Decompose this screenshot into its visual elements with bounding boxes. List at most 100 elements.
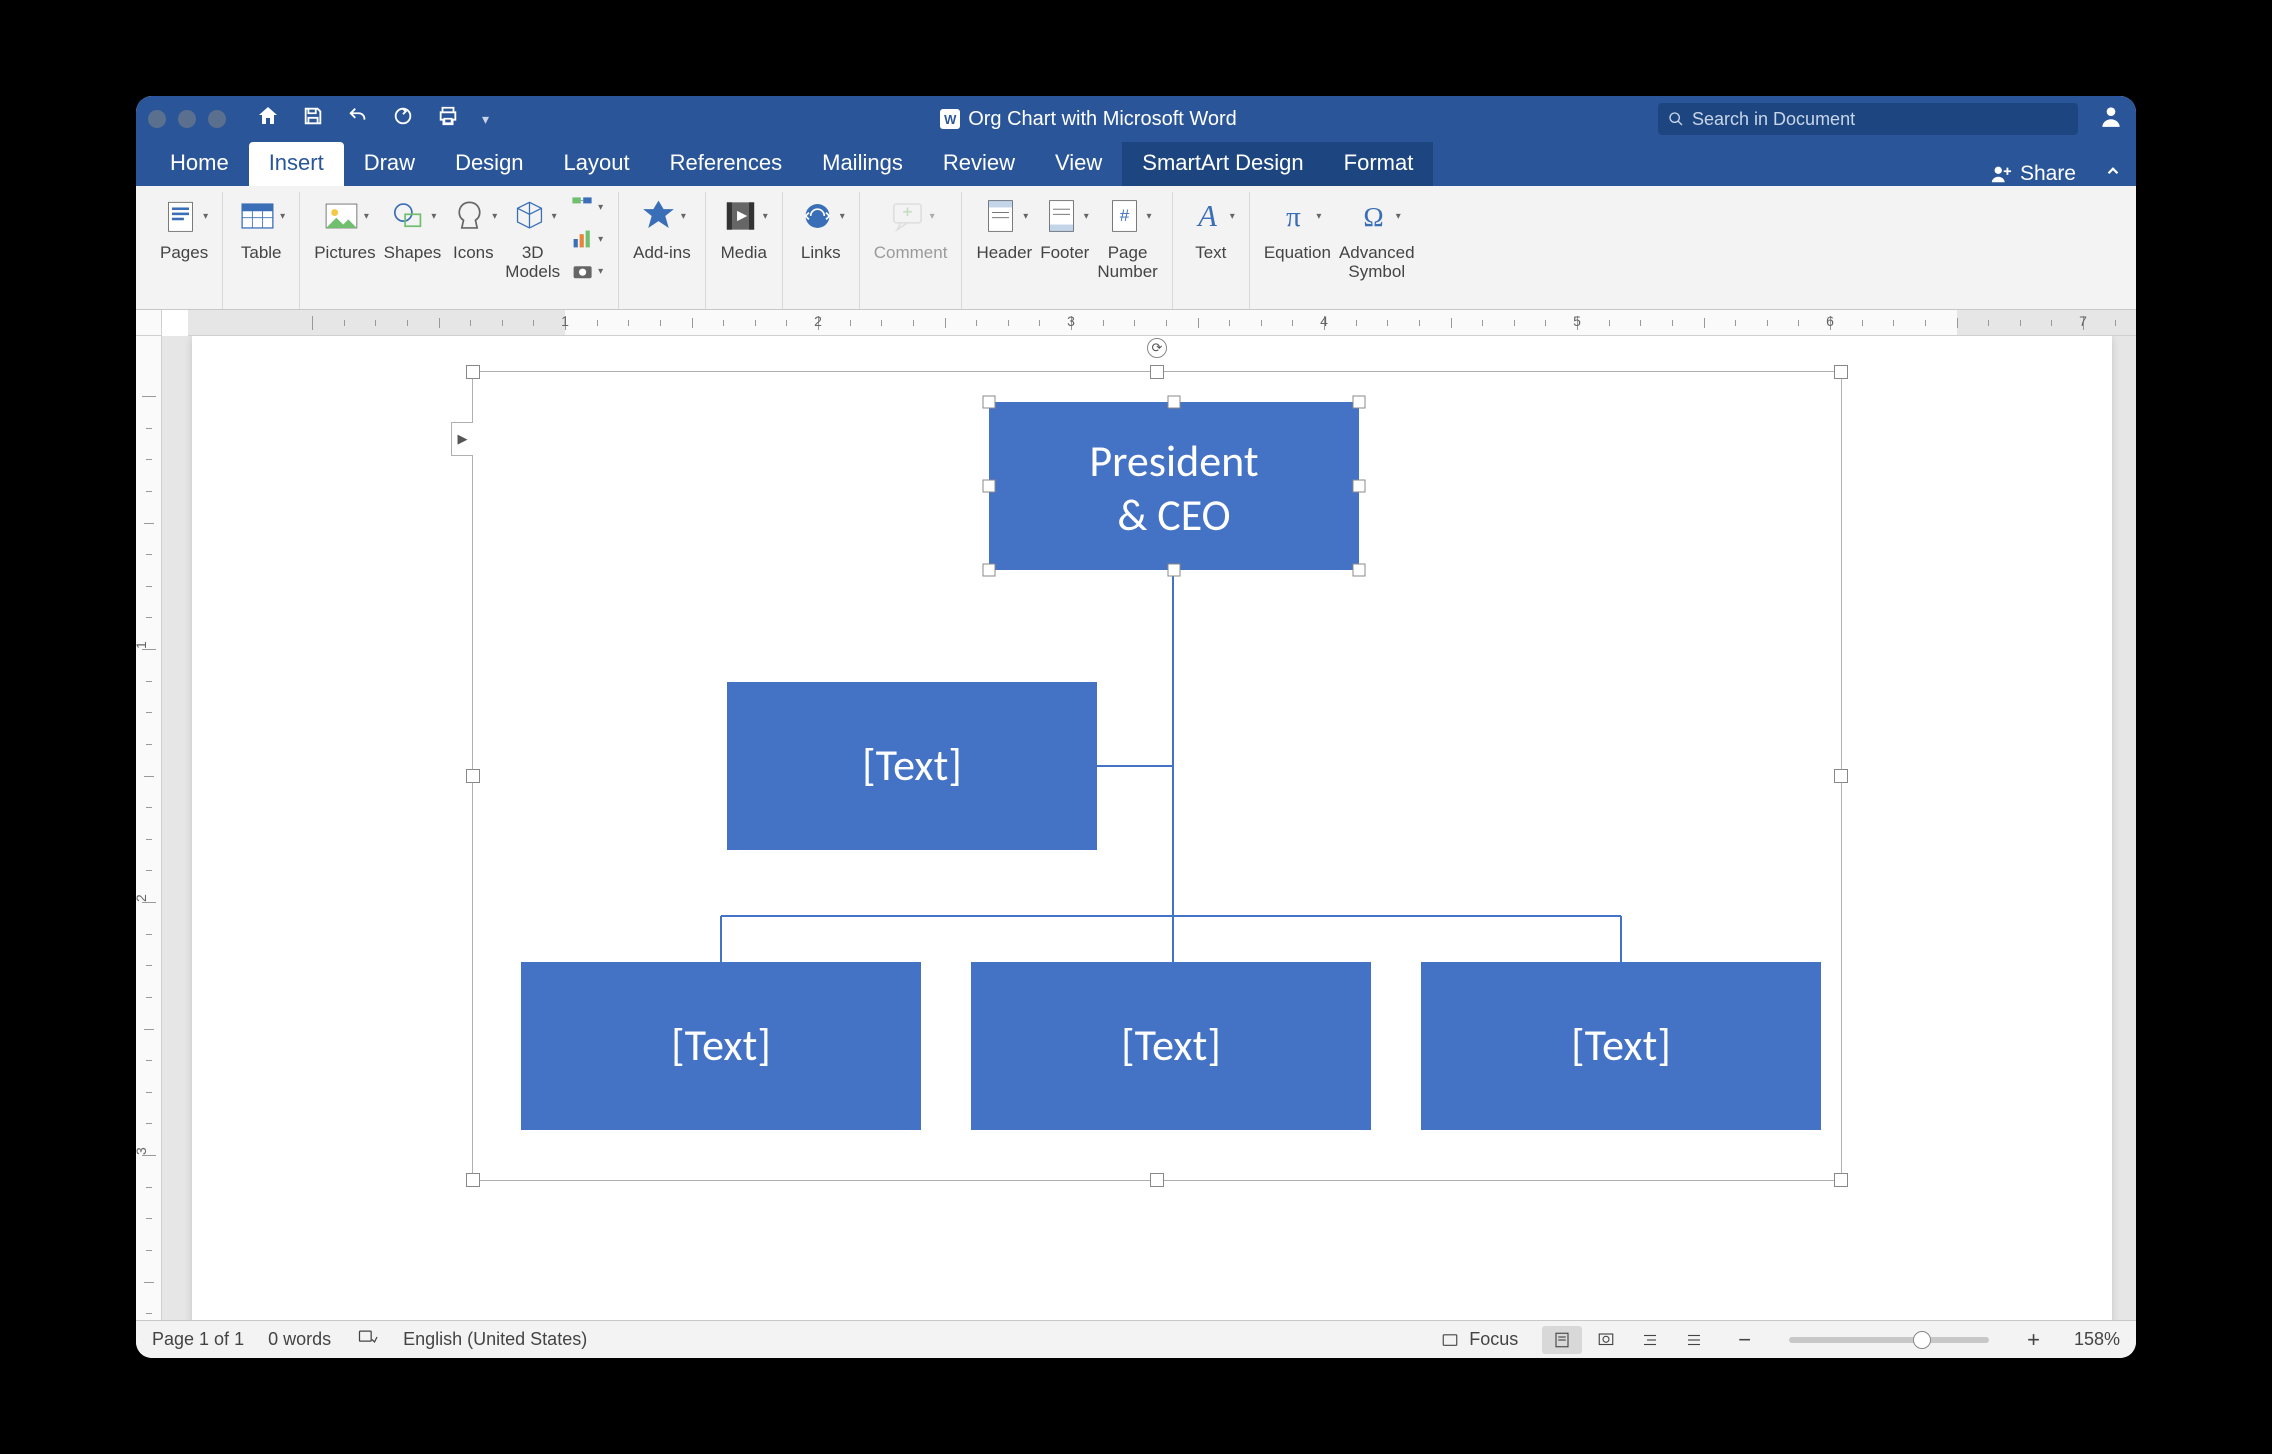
svg-text:Ω: Ω: [1363, 202, 1383, 232]
equation-button[interactable]: π▾Equation: [1264, 192, 1331, 263]
page: ⟳ ▶ President& CEO[Text][Text][Text][Tex…: [192, 336, 2112, 1320]
ribbon-label: Pictures: [314, 244, 375, 263]
tab-design[interactable]: Design: [435, 142, 543, 186]
user-icon[interactable]: [2098, 103, 2124, 135]
media-button[interactable]: ▾Media: [720, 192, 768, 263]
language-indicator[interactable]: English (United States): [403, 1329, 587, 1350]
draft-view[interactable]: [1674, 1326, 1714, 1354]
tab-smartart-design[interactable]: SmartArt Design: [1122, 142, 1323, 186]
app-window: ▾ W Org Chart with Microsoft Word Search…: [136, 96, 2136, 1358]
zoom-out-button[interactable]: −: [1738, 1327, 1751, 1353]
word-count[interactable]: 0 words: [268, 1329, 331, 1350]
svg-text:President: President: [1089, 434, 1258, 488]
ribbon-label: Page Number: [1097, 244, 1157, 281]
node-resize-handle[interactable]: [1353, 564, 1365, 576]
zoom-slider[interactable]: [1789, 1337, 1989, 1343]
text-button[interactable]: A▾Text: [1187, 192, 1235, 263]
svg-text:A: A: [1196, 199, 1217, 233]
word-app-icon: W: [940, 109, 960, 129]
tab-format[interactable]: Format: [1324, 142, 1434, 186]
tab-references[interactable]: References: [650, 142, 803, 186]
rotate-handle[interactable]: ⟳: [1147, 338, 1167, 358]
horizontal-ruler[interactable]: 1234567: [188, 310, 2136, 336]
screenshot-button[interactable]: ▾: [568, 256, 604, 286]
tab-layout[interactable]: Layout: [544, 142, 650, 186]
focus-mode-button[interactable]: Focus: [1439, 1329, 1518, 1350]
org-chart-svg: President& CEO[Text][Text][Text][Text]: [473, 372, 1843, 1182]
ribbon-label: Comment: [874, 244, 948, 263]
share-button[interactable]: Share: [1974, 162, 2092, 186]
pages-button[interactable]: ▾Pages: [160, 192, 208, 263]
zoom-dot[interactable]: [208, 110, 226, 128]
home-icon[interactable]: [256, 104, 280, 134]
add-ins-button[interactable]: ▾Add-ins: [633, 192, 691, 263]
node-resize-handle[interactable]: [983, 480, 995, 492]
ribbon-group: ▾Comment: [860, 192, 963, 309]
header-button[interactable]: ▾Header: [976, 192, 1032, 263]
minimize-dot[interactable]: [178, 110, 196, 128]
page-button[interactable]: #▾Page Number: [1097, 192, 1157, 281]
print-layout-view[interactable]: [1542, 1326, 1582, 1354]
svg-text:#: #: [1119, 206, 1129, 225]
tab-home[interactable]: Home: [150, 142, 249, 186]
ribbon-label: Footer: [1040, 244, 1089, 263]
view-buttons: [1542, 1326, 1714, 1354]
tab-draw[interactable]: Draw: [344, 142, 435, 186]
node-resize-handle[interactable]: [983, 564, 995, 576]
qat-customize-icon[interactable]: ▾: [482, 111, 489, 128]
shapes-button[interactable]: ▾Shapes: [384, 192, 442, 263]
advanced-button[interactable]: Ω▾Advanced Symbol: [1339, 192, 1415, 281]
3d-button[interactable]: ▾3D Models: [505, 192, 560, 281]
share-label: Share: [2020, 162, 2076, 186]
smartart-frame[interactable]: ⟳ ▶ President& CEO[Text][Text][Text][Tex…: [472, 371, 1842, 1181]
spellcheck-icon[interactable]: [355, 1327, 379, 1352]
collapse-ribbon-icon[interactable]: [2104, 160, 2122, 186]
zoom-thumb[interactable]: [1913, 1331, 1931, 1349]
print-icon[interactable]: [436, 105, 460, 133]
redo-icon[interactable]: [392, 105, 414, 133]
web-layout-view[interactable]: [1586, 1326, 1626, 1354]
ribbon-tabs: HomeInsertDrawDesignLayoutReferencesMail…: [136, 142, 2136, 186]
vertical-ruler[interactable]: 123: [136, 336, 162, 1320]
links-button[interactable]: ▾Links: [797, 192, 845, 263]
tab-insert[interactable]: Insert: [249, 142, 344, 186]
document-title-text: Org Chart with Microsoft Word: [968, 108, 1237, 131]
ribbon-label: Pages: [160, 244, 208, 263]
chart-button[interactable]: ▾: [568, 224, 604, 254]
text-pane-toggle[interactable]: ▶: [451, 422, 473, 456]
tab-view[interactable]: View: [1035, 142, 1122, 186]
focus-label: Focus: [1469, 1329, 1518, 1350]
tab-mailings[interactable]: Mailings: [802, 142, 923, 186]
search-icon: [1668, 111, 1684, 127]
outline-view[interactable]: [1630, 1326, 1670, 1354]
node-resize-handle[interactable]: [1168, 396, 1180, 408]
footer-button[interactable]: ▾Footer: [1040, 192, 1089, 263]
node-resize-handle[interactable]: [1168, 564, 1180, 576]
icons-button[interactable]: ▾Icons: [449, 192, 497, 263]
node-resize-handle[interactable]: [1353, 480, 1365, 492]
ribbon-group: A▾Text: [1173, 192, 1250, 309]
save-icon[interactable]: [302, 105, 324, 133]
smartart-button[interactable]: ▾: [568, 192, 604, 222]
ribbon-group: ▾Links: [783, 192, 860, 309]
page-indicator[interactable]: Page 1 of 1: [152, 1329, 244, 1350]
ribbon-label: Advanced Symbol: [1339, 244, 1415, 281]
table-button[interactable]: ▾Table: [237, 192, 285, 263]
search-box[interactable]: Search in Document: [1658, 103, 2078, 135]
document-canvas[interactable]: ⟳ ▶ President& CEO[Text][Text][Text][Tex…: [162, 336, 2136, 1320]
node-resize-handle[interactable]: [1353, 396, 1365, 408]
pictures-button[interactable]: ▾Pictures: [314, 192, 375, 263]
zoom-level[interactable]: 158%: [2074, 1329, 2120, 1350]
close-dot[interactable]: [148, 110, 166, 128]
ribbon-label: Equation: [1264, 244, 1331, 263]
svg-text:[Text]: [Text]: [862, 738, 962, 792]
node-resize-handle[interactable]: [983, 396, 995, 408]
tab-review[interactable]: Review: [923, 142, 1035, 186]
ribbon-label: Icons: [453, 244, 494, 263]
ribbon-group: ▾Table: [223, 192, 300, 309]
svg-text:π: π: [1287, 201, 1302, 233]
zoom-in-button[interactable]: +: [2027, 1327, 2040, 1353]
ribbon-label: Media: [721, 244, 767, 263]
ribbon-label: Add-ins: [633, 244, 691, 263]
undo-icon[interactable]: [346, 105, 370, 133]
